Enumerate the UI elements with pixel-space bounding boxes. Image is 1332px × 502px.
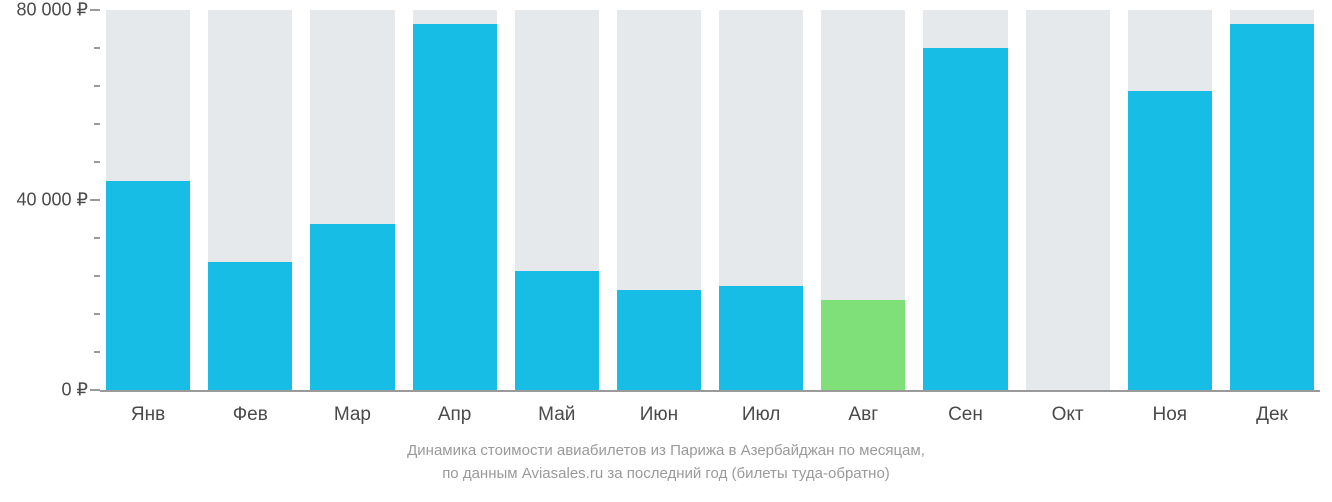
bar-slot: Фев <box>208 10 292 390</box>
y-axis: 0 ₽ 40 000 ₽ 80 000 ₽ <box>0 0 100 400</box>
x-axis-label: Май <box>538 404 575 426</box>
y-axis-label: 80 000 ₽ <box>16 0 88 21</box>
bar-slot: Янв <box>106 10 190 390</box>
y-tick-major <box>90 389 100 391</box>
x-axis-label: Фев <box>233 404 268 426</box>
bar-slot: Июл <box>719 10 803 390</box>
y-axis-label: 0 ₽ <box>62 380 88 401</box>
bar[interactable] <box>310 224 394 390</box>
x-axis-label: Дек <box>1256 404 1288 426</box>
price-by-month-chart: 0 ₽40 000 ₽80 000 ₽ ЯнвФевМарАпрМайИюнИю… <box>0 0 1332 502</box>
bar[interactable] <box>719 286 803 391</box>
x-axis-label: Июл <box>742 404 781 426</box>
y-tick-major <box>90 199 100 201</box>
x-axis-label: Окт <box>1052 404 1084 426</box>
x-axis-label: Авг <box>848 404 878 426</box>
bar[interactable] <box>1230 24 1314 390</box>
bar-slot: Авг <box>821 10 905 390</box>
y-tick-major <box>90 9 100 11</box>
y-axis-label: 40 000 ₽ <box>16 190 88 211</box>
x-axis-label: Ноя <box>1153 404 1188 426</box>
x-axis-label: Апр <box>438 404 472 426</box>
bar[interactable] <box>106 181 190 390</box>
x-axis-label: Янв <box>131 404 165 426</box>
bar[interactable] <box>1128 91 1212 390</box>
x-axis-label: Сен <box>948 404 983 426</box>
bar-slot: Мар <box>310 10 394 390</box>
chart-caption: Динамика стоимости авиабилетов из Парижа… <box>0 440 1332 485</box>
x-axis-baseline <box>100 390 1320 392</box>
bar-slot: Дек <box>1230 10 1314 390</box>
caption-line-2: по данным Aviasales.ru за последний год … <box>0 463 1332 486</box>
bar[interactable] <box>821 300 905 390</box>
bar[interactable] <box>923 48 1007 390</box>
bar[interactable] <box>413 24 497 390</box>
bar-background <box>1026 10 1110 390</box>
caption-line-1: Динамика стоимости авиабилетов из Парижа… <box>0 440 1332 463</box>
bars-container: ЯнвФевМарАпрМайИюнИюлАвгСенОктНояДек <box>100 10 1320 390</box>
plot-area: ЯнвФевМарАпрМайИюнИюлАвгСенОктНояДек <box>100 10 1320 390</box>
bar-slot: Апр <box>413 10 497 390</box>
bar-slot: Сен <box>923 10 1007 390</box>
bar[interactable] <box>617 290 701 390</box>
x-axis-label: Мар <box>334 404 371 426</box>
bar-slot: Окт <box>1026 10 1110 390</box>
bar-slot: Ноя <box>1128 10 1212 390</box>
x-axis-label: Июн <box>640 404 678 426</box>
bar[interactable] <box>515 271 599 390</box>
bar-slot: Май <box>515 10 599 390</box>
bar-slot: Июн <box>617 10 701 390</box>
bar[interactable] <box>208 262 292 390</box>
